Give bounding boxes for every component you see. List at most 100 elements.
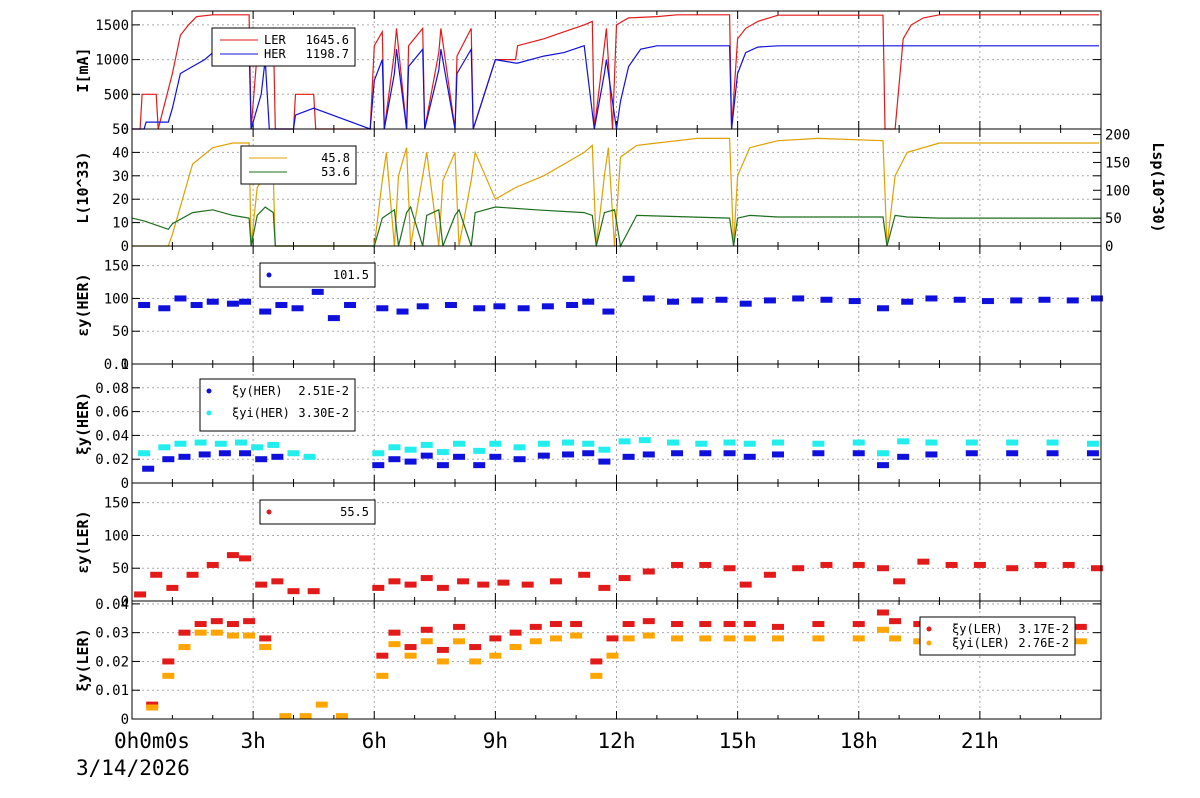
data-point-yi-her [965, 439, 978, 446]
legend-value: 2.51E-2 [298, 384, 349, 398]
data-point-yi-ler [606, 652, 619, 659]
data-point-yi-her [618, 438, 631, 445]
data-point-y-ler [772, 623, 784, 630]
data-point-y-her [291, 305, 304, 312]
data-point-y-ler [820, 561, 833, 568]
data-point-y-her [812, 450, 825, 457]
data-point-y-her [376, 305, 389, 312]
panel-4: 0 0.02 0.04 0.06 0.08 0.1 ξy(HER) ξy(HER) 2.51E-… [74, 357, 1102, 492]
data-point-yi-ler [226, 632, 239, 639]
data-point-yi-ler [299, 713, 312, 720]
data-point-yi-ler [436, 658, 449, 665]
data-point-y-ler [699, 561, 712, 568]
data-point-y-her [848, 298, 861, 305]
legend-box: ξy(LER) 3.17E-2 ξyi(LER) 2.76E-2 [919, 616, 1076, 656]
data-point-y-ler [307, 588, 320, 595]
data-point-y-ler [226, 552, 239, 559]
data-point-y-her [198, 451, 211, 458]
data-point-y-ler [852, 621, 865, 628]
data-point-yi-her [723, 439, 736, 446]
data-point-y-her [602, 308, 615, 315]
data-point-yi-her [489, 440, 502, 447]
data-point-y-ler [1006, 565, 1019, 572]
data-point-y-ler [420, 575, 433, 582]
data-point-y-her [344, 302, 357, 308]
data-point-yi-ler [852, 635, 865, 642]
legend-value: 101.5 [333, 268, 369, 282]
legend-swatch [926, 626, 932, 632]
y-tick-label: 100 [104, 528, 129, 544]
data-point-y-ler [917, 558, 930, 565]
panel-frame [131, 600, 1102, 720]
y-tick-label: 150 [104, 496, 129, 512]
data-point-y-ler [671, 621, 684, 628]
data-point-y-ler [913, 621, 926, 628]
data-point-y-her [792, 295, 805, 302]
legend-swatch [266, 509, 272, 515]
y-tick-label: 0.02 [95, 654, 129, 670]
data-point-yi-her [743, 440, 756, 447]
panel-3: 0 50 100 150 εy(HER) 101.5 [74, 245, 1103, 373]
data-point-yi-her [537, 440, 550, 447]
data-point-yi-ler [388, 641, 401, 648]
y-tick-label: 0 [121, 239, 129, 255]
data-point-y-her [311, 288, 324, 295]
data-point-y-her [901, 298, 914, 305]
data-point-yi-ler [570, 632, 583, 639]
data-point-yi-ler [1074, 638, 1087, 645]
data-point-yi-ler [812, 635, 825, 642]
data-point-yi-ler [194, 629, 207, 636]
data-point-y-her [271, 453, 284, 460]
data-point-y-her [582, 450, 595, 457]
data-point-yi-her [582, 440, 595, 447]
data-point-y-ler [210, 618, 223, 625]
y-tick-label: 0 [121, 594, 129, 610]
data-point-y-her [327, 315, 340, 322]
data-point-yi-her [1046, 439, 1059, 446]
x-tick-label: 3h [240, 729, 265, 753]
data-point-y-ler [973, 561, 986, 568]
data-point-y-her [206, 298, 219, 305]
data-point-y-her [416, 303, 429, 310]
data-point-y-ler [812, 621, 825, 628]
x-tick-label: 21h [961, 729, 999, 753]
data-point-yi-her [1086, 440, 1099, 447]
data-point-y-ler [436, 646, 449, 653]
data-point-y-ler [590, 658, 603, 665]
data-point-y-her [582, 298, 595, 305]
y2-tick-label: 100 [1105, 183, 1130, 199]
data-point-y-her [876, 305, 889, 312]
data-point-yi-her [420, 441, 433, 448]
y-axis-label: L(10^33) [74, 151, 92, 223]
series-line-lsp [131, 205, 1099, 248]
data-point-y-ler [1090, 565, 1103, 572]
data-point-y-her [162, 456, 175, 463]
data-point-yi-ler [259, 644, 272, 651]
data-point-y-ler [457, 578, 470, 585]
y-tick-label: 0.02 [95, 452, 129, 468]
data-point-y-her [158, 305, 171, 312]
data-point-y-her [473, 462, 486, 469]
data-point-y-her [763, 297, 776, 304]
data-point-y-her [190, 302, 203, 308]
y2-tick-label: 50 [1105, 211, 1122, 227]
y-tick-label: 50 [112, 324, 129, 340]
legend-frame [240, 145, 357, 185]
data-point-y-ler [699, 621, 712, 628]
data-point-yi-her [404, 446, 417, 453]
data-point-y-her [642, 295, 655, 302]
data-point-yi-her [925, 439, 938, 446]
data-point-y-her [174, 295, 187, 302]
data-point-y-ler [549, 621, 562, 628]
legend-frame [259, 499, 376, 525]
data-point-y-her [739, 300, 752, 307]
data-point-y-ler [243, 618, 256, 625]
panel-2: 01020304050050100150200Lsp(10^30)L(10^33… [74, 122, 1167, 255]
data-point-yi-her [852, 439, 865, 446]
data-point-y-ler [529, 623, 542, 630]
data-point-yi-ler [671, 635, 684, 642]
y-tick-label: 0.1 [104, 357, 129, 373]
legend-frame [211, 27, 356, 67]
